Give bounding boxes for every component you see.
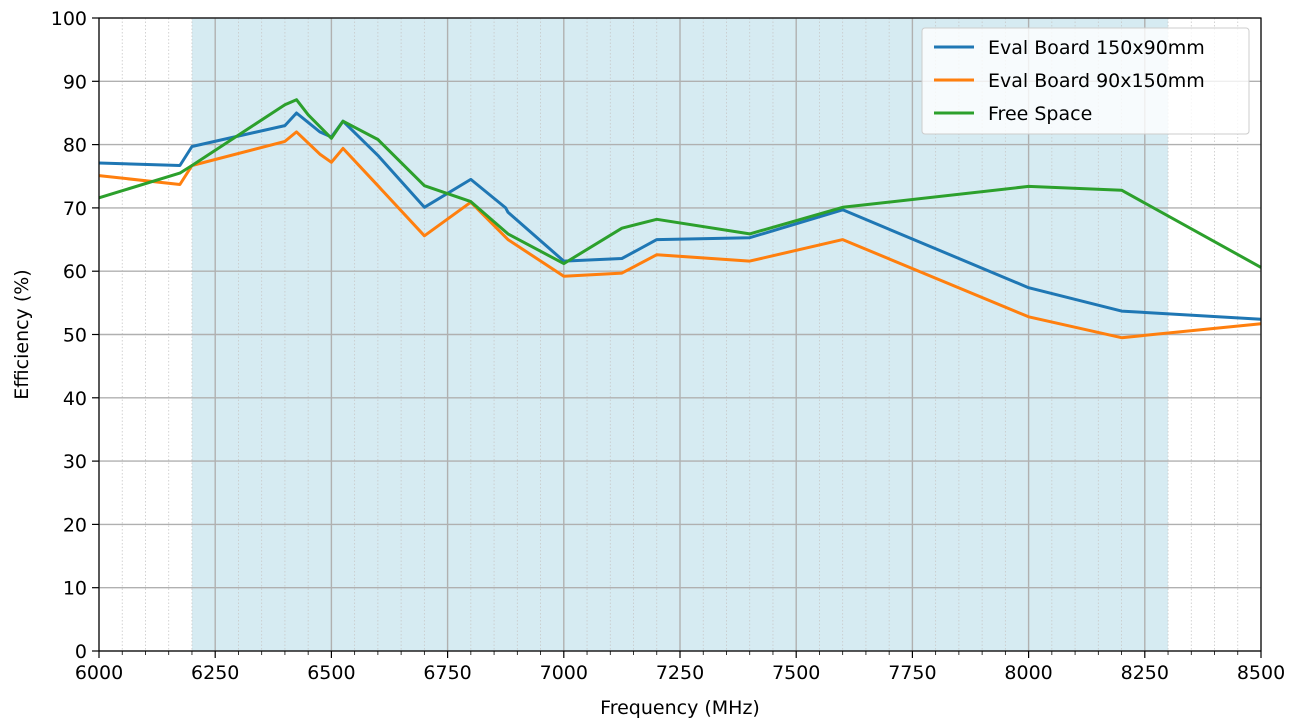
legend: Eval Board 150x90mm Eval Board 90x150mm … [921, 27, 1250, 135]
x-tick-label: 7750 [888, 662, 936, 684]
legend-item-1: Eval Board 90x150mm [934, 70, 1205, 92]
y-tick-label: 80 [63, 135, 87, 157]
x-tick-label: 8000 [1004, 662, 1052, 684]
y-tick-label: 0 [75, 641, 87, 663]
y-tick-label: 100 [51, 8, 87, 30]
legend-item-0: Eval Board 150x90mm [934, 37, 1205, 59]
x-tick-label: 7500 [772, 662, 820, 684]
x-tick-label: 7250 [656, 662, 704, 684]
x-tick-label: 7000 [540, 662, 588, 684]
series-line-2 [98, 98, 1262, 269]
tick-layer: 6000 6250 6500 6750 7000 7250 7500 7750 8000 8250… [51, 8, 1285, 684]
legend-box [921, 27, 1250, 135]
x-tick-label: 6500 [307, 662, 355, 684]
legend-label-free-space: Free Space [988, 103, 1092, 125]
series-line-1 [98, 130, 1262, 340]
x-tick-label: 6000 [75, 662, 123, 684]
y-tick-label: 50 [63, 325, 87, 347]
y-tick-label: 40 [63, 388, 87, 410]
x-tick-label: 6750 [423, 662, 471, 684]
grid-layer [98, 17, 1262, 652]
x-axis-label: Frequency (MHz) [600, 697, 760, 719]
y-tick-label: 20 [63, 514, 87, 536]
y-axis-label: Efficiency (%) [11, 269, 33, 399]
legend-label-eval-board-90x150: Eval Board 90x150mm [988, 70, 1205, 92]
legend-label-eval-board-150x90: Eval Board 150x90mm [988, 37, 1205, 59]
y-tick-label: 90 [63, 71, 87, 93]
y-tick-label: 70 [63, 198, 87, 220]
y-tick-label: 60 [63, 261, 87, 283]
x-tick-label: 8250 [1121, 662, 1169, 684]
y-tick-label: 10 [63, 578, 87, 600]
series-layer [98, 98, 1262, 340]
x-tick-label: 8500 [1237, 662, 1285, 684]
legend-item-2: Free Space [934, 103, 1092, 125]
y-tick-label: 30 [63, 451, 87, 473]
x-tick-label: 6250 [191, 662, 239, 684]
